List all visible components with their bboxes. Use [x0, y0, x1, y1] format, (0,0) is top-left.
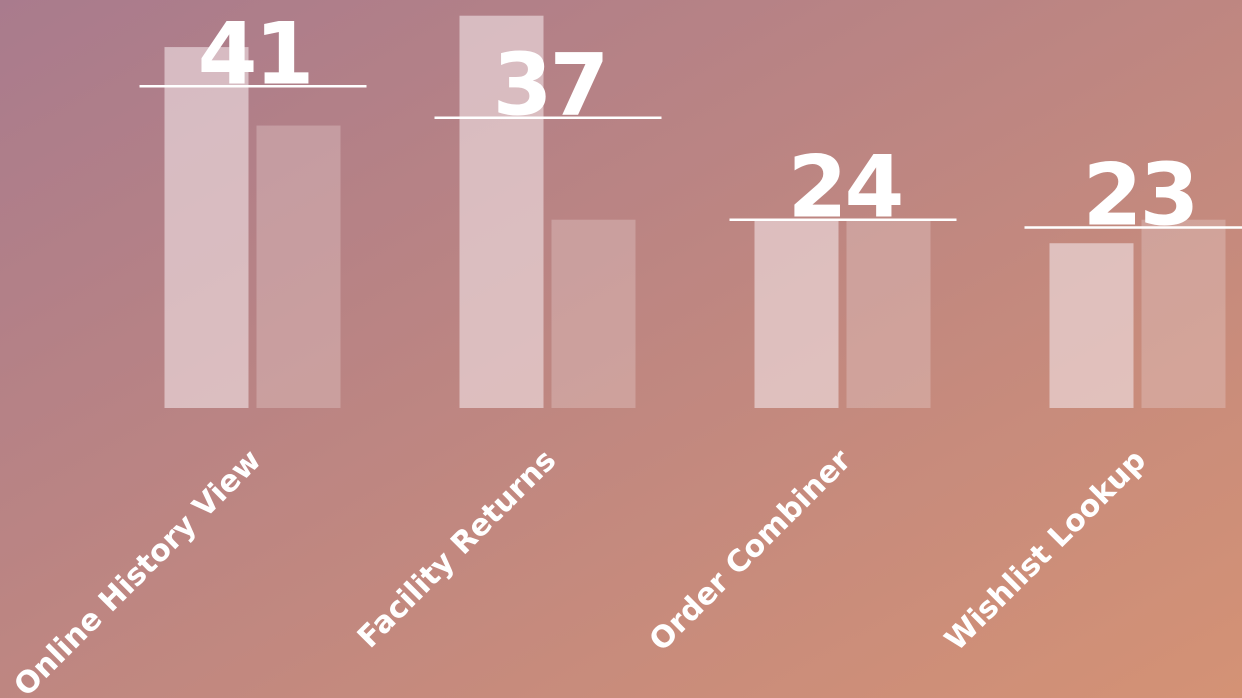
bar: [1141, 219, 1226, 408]
bar: [551, 219, 636, 408]
bar: [459, 15, 544, 408]
bar: [256, 125, 341, 409]
bar: [846, 219, 931, 408]
bar: [1049, 243, 1134, 408]
marker-label: 23: [1083, 146, 1197, 246]
marker-label: 41: [198, 4, 312, 104]
marker-label: 37: [493, 36, 607, 136]
bar: [164, 47, 249, 408]
marker-label: 24: [788, 138, 902, 238]
bar: [754, 219, 839, 408]
